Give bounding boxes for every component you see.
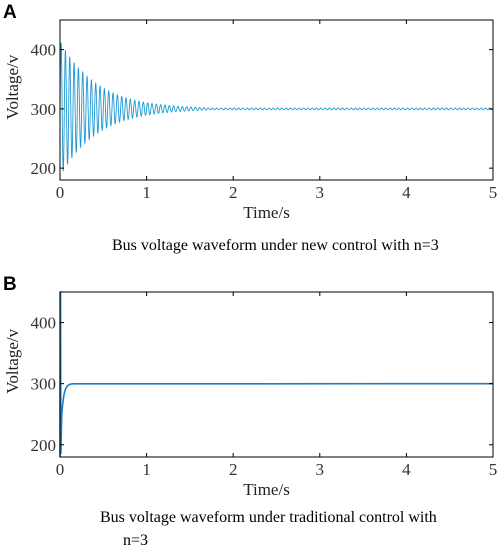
panel-b-voltage-series: [59, 291, 494, 458]
y-tick-label: 400: [31, 41, 57, 60]
panel-b-plot-frame: [59, 291, 494, 458]
x-tick-label: 4: [402, 183, 411, 202]
panel-b-y-ticks: 200 300 400: [31, 314, 493, 455]
y-tick-label: 200: [31, 436, 57, 455]
panel-a-plot-frame: [59, 19, 494, 181]
x-tick-label: 2: [229, 460, 238, 479]
x-tick-label: 1: [142, 183, 151, 202]
panel-b-x-axis-label: Time/s: [243, 480, 290, 499]
panel-a-voltage-series: [59, 42, 494, 172]
panel-b-letter: B: [3, 274, 17, 295]
x-tick-label: 5: [489, 183, 498, 202]
panel-b-y-axis-label: Voltage/v: [3, 328, 22, 393]
y-tick-label: 300: [31, 375, 57, 394]
panel-b-x-ticks: 0 1 2 3 4 5: [56, 292, 498, 479]
panel-a-caption: Bus voltage waveform under new control w…: [112, 237, 439, 254]
panel-b-caption-line-1: Bus voltage waveform under traditional c…: [100, 509, 437, 526]
x-tick-label: 5: [489, 460, 498, 479]
x-tick-label: 4: [402, 460, 411, 479]
x-tick-label: 3: [316, 460, 325, 479]
panel-a-y-ticks: 200 300 400: [31, 41, 493, 178]
panel-a-letter: A: [3, 2, 17, 23]
x-tick-label: 0: [56, 460, 65, 479]
panel-a-x-axis-label: Time/s: [243, 203, 290, 222]
panel-b: B 0 1 2 3 4 5 200 300 400 Time/s Voltage/v Bus …: [3, 274, 497, 549]
x-tick-label: 3: [316, 183, 325, 202]
panel-a-y-axis-label: Voltage/v: [3, 54, 22, 119]
panel-a: A 0 1 2 3 4 5 200 300 400 Time/s Voltage/v Bus …: [3, 2, 497, 254]
y-tick-label: 400: [31, 314, 57, 333]
panel-b-caption-line-2: n=3: [123, 532, 148, 549]
x-tick-label: 1: [142, 460, 151, 479]
y-tick-label: 200: [31, 159, 57, 178]
x-tick-label: 0: [56, 183, 65, 202]
y-tick-label: 300: [31, 100, 57, 119]
panel-a-x-ticks: 0 1 2 3 4 5: [56, 20, 498, 202]
x-tick-label: 2: [229, 183, 238, 202]
